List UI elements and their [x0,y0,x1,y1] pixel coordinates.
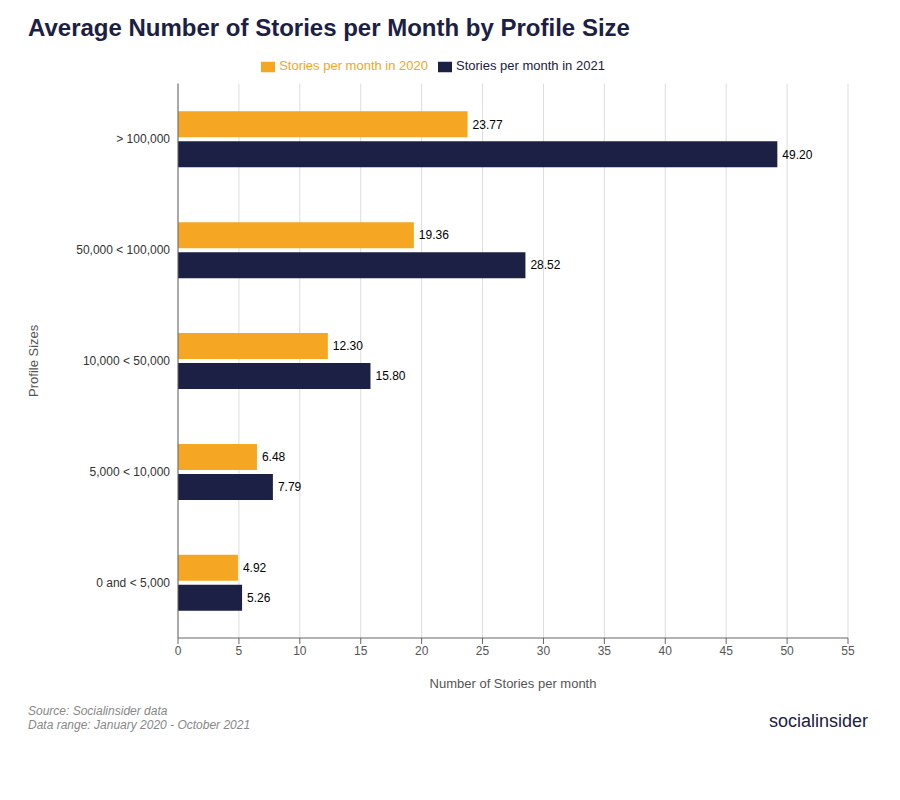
svg-text:5,000 < 10,000: 5,000 < 10,000 [90,465,171,479]
svg-text:50: 50 [780,644,794,658]
svg-text:28.52: 28.52 [530,258,560,272]
svg-text:7.79: 7.79 [278,480,302,494]
html-text:Average Number of Stories per: Average Number of Stories per Month by P… [28,14,630,41]
svg-text:15: 15 [354,644,368,658]
svg-text:4.92: 4.92 [243,561,267,575]
html-text:Stories per month in 2021: Stories per month in 2021 [456,58,605,73]
svg-text:5.26: 5.26 [247,591,271,605]
svg-text:10,000 < 50,000: 10,000 < 50,000 [83,354,170,368]
svg-text:30: 30 [537,644,551,658]
svg-text:35: 35 [598,644,612,658]
svg-text:0 and < 5,000: 0 and < 5,000 [96,576,170,590]
svg-text:Number of Stories per month: Number of Stories per month [430,676,597,691]
svg-text:19.36: 19.36 [419,228,449,242]
svg-text:23.77: 23.77 [473,118,503,132]
svg-text:45: 45 [720,644,734,658]
svg-text:20: 20 [415,644,429,658]
svg-text:> 100,000: > 100,000 [116,132,170,146]
svg-text:55: 55 [841,644,855,658]
svg-text:12.30: 12.30 [333,339,363,353]
svg-text:0: 0 [175,644,182,658]
svg-text:5: 5 [236,644,243,658]
svg-text:6.48: 6.48 [262,450,286,464]
svg-text:40: 40 [659,644,673,658]
svg-text:49.20: 49.20 [782,148,812,162]
svg-text:25: 25 [476,644,490,658]
svg-text:15.80: 15.80 [375,369,405,383]
html-text:Source: Socialinsider data Dat: Source: Socialinsider data Data range: J… [28,704,251,732]
svg-text:Profile Sizes: Profile Sizes [26,324,41,397]
svg-text:50,000 < 100,000: 50,000 < 100,000 [76,243,170,257]
html-text:Stories per month in 2020: Stories per month in 2020 [279,58,428,73]
html-text:socialinsider: socialinsider [769,711,868,731]
svg-text:10: 10 [293,644,307,658]
